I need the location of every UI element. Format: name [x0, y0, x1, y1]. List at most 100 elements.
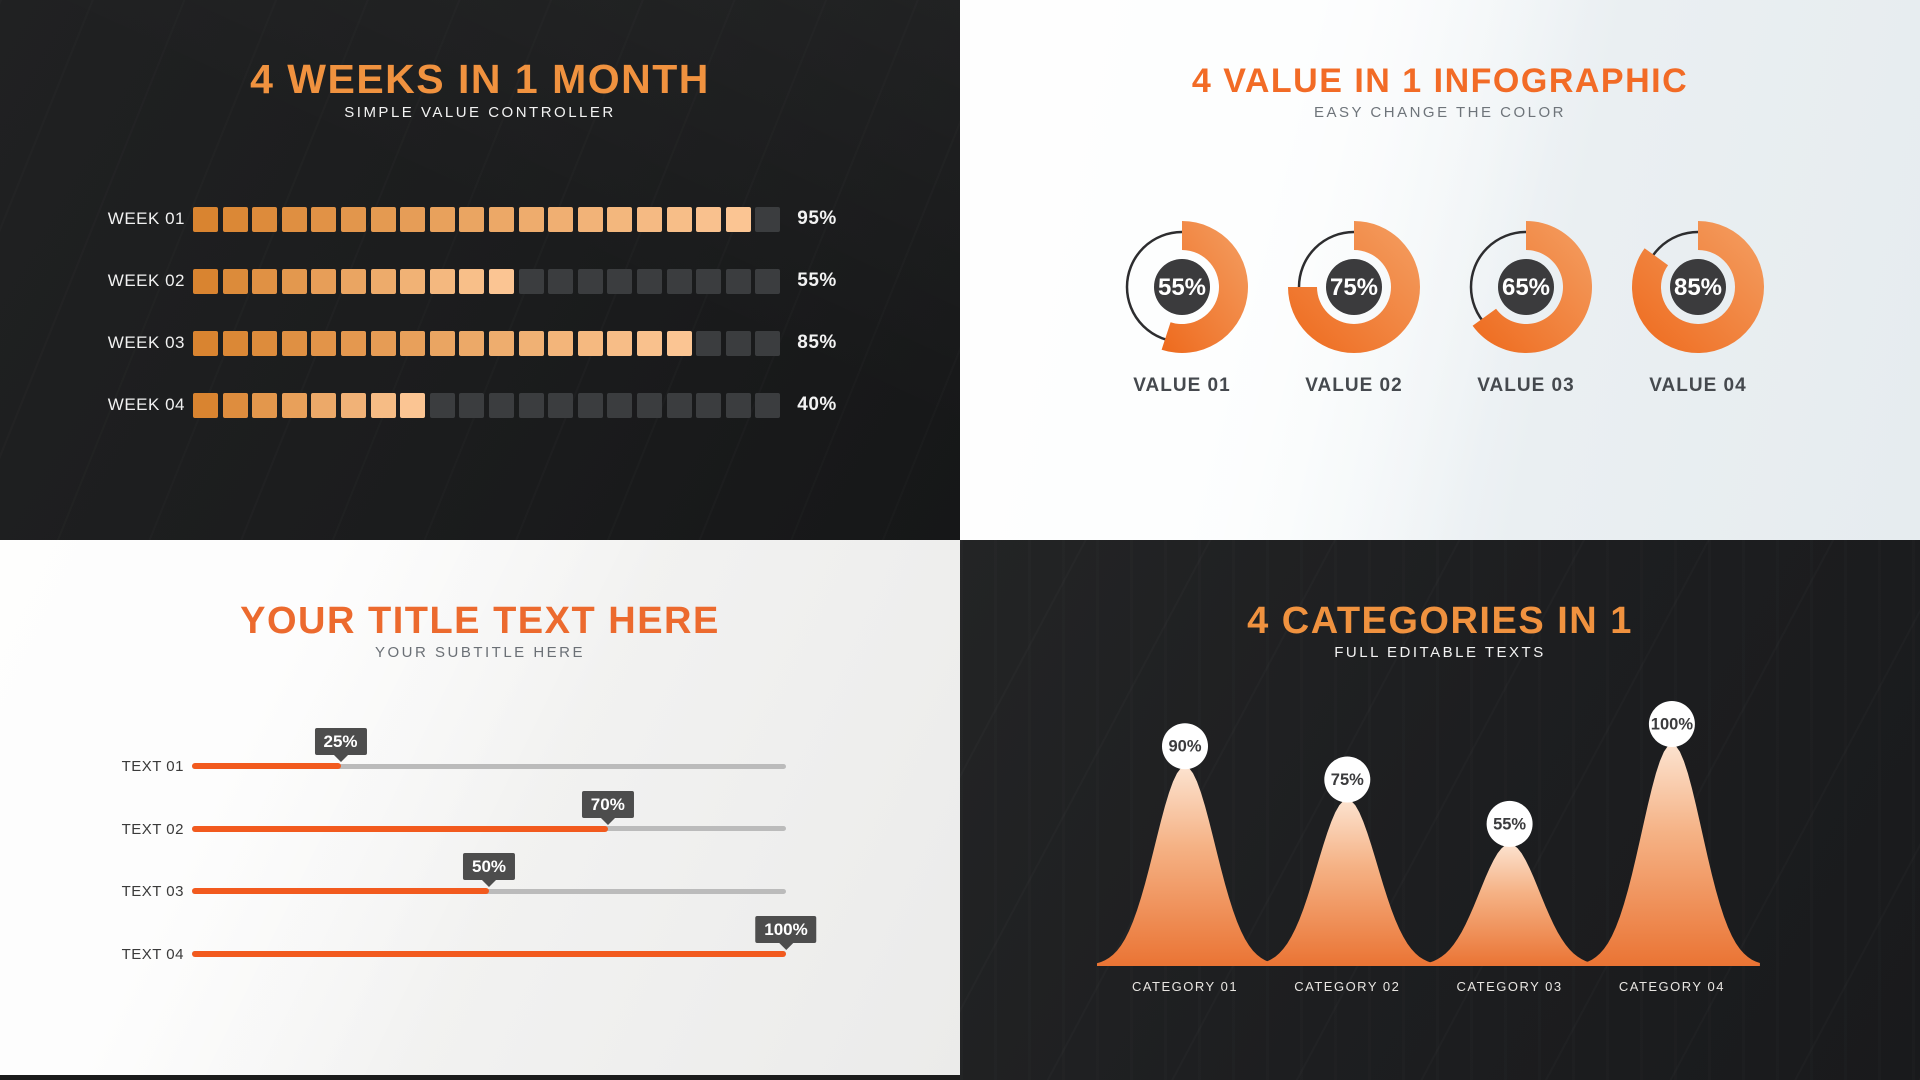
segment-filled	[429, 206, 455, 232]
category-value-badge	[1648, 701, 1695, 747]
week-row-value: 85%	[797, 332, 837, 353]
weeks-chart: WEEK 01 95% WEEK 02 55% WEEK 03 85% WEEK 04 40%	[0, 205, 960, 419]
segment-filled	[281, 206, 307, 232]
segment-filled	[370, 206, 396, 232]
segment-filled	[459, 268, 485, 294]
slider-track	[192, 763, 786, 769]
segment-filled	[400, 392, 426, 418]
segment-filled	[429, 330, 455, 356]
gauge-arc	[1632, 221, 1764, 353]
week-row: WEEK 01 95%	[0, 205, 960, 233]
segment-filled	[548, 206, 574, 232]
donut-gauge-svg: 55%	[1125, 221, 1248, 353]
categories-panel: 4 CATEGORIES IN 1 FULL EDITABLE TEXTS 90…	[960, 540, 1920, 1080]
segment-empty	[518, 268, 544, 294]
segment-filled	[311, 392, 337, 418]
weeks-subtitle: SIMPLE VALUE CONTROLLER	[344, 104, 616, 121]
segment-empty	[636, 268, 662, 294]
segment-filled	[518, 330, 544, 356]
slider-value-tooltip: 50%	[462, 853, 516, 880]
segment-empty	[725, 268, 751, 294]
slider-fill	[192, 763, 341, 769]
segment-empty	[459, 392, 485, 418]
segment-filled	[370, 330, 396, 356]
category-value-badge	[1486, 800, 1533, 847]
category-value: 100%	[1651, 716, 1694, 734]
values-panel: 4 VALUE IN 1 INFOGRAPHIC EASY CHANGE THE…	[960, 0, 1920, 540]
gauge-arc	[1161, 221, 1248, 353]
week-segment-bar	[193, 330, 781, 356]
segment-filled	[370, 268, 396, 294]
segment-empty	[607, 268, 633, 294]
segment-empty	[607, 392, 633, 418]
category-value-badge	[1324, 756, 1371, 803]
weeks-title: 4 WEEKS IN 1 MONTH	[250, 56, 710, 102]
value-label: VALUE 03	[1477, 375, 1575, 396]
categories-title: 4 CATEGORIES IN 1	[1247, 600, 1633, 642]
segment-filled	[281, 268, 307, 294]
value-gauge: 75% VALUE 02	[1279, 212, 1429, 397]
segment-filled	[222, 206, 248, 232]
gauge-center-disc	[1498, 259, 1554, 315]
slider-row: TEXT 01 25%	[0, 708, 960, 775]
segment-filled	[459, 330, 485, 356]
slider-row-label: TEXT 04	[121, 945, 184, 963]
segment-filled	[488, 330, 514, 356]
segment-filled	[607, 206, 633, 232]
segment-empty	[548, 392, 574, 418]
category-value: 55%	[1493, 815, 1526, 833]
segment-empty	[755, 268, 781, 294]
categories-subtitle: FULL EDITABLE TEXTS	[1334, 644, 1546, 661]
segment-filled	[577, 206, 603, 232]
segment-empty	[548, 268, 574, 294]
value-label: VALUE 01	[1133, 375, 1231, 396]
segment-filled	[459, 206, 485, 232]
slider-fill	[192, 888, 489, 894]
segment-filled	[281, 330, 307, 356]
segment-filled	[252, 330, 278, 356]
segment-filled	[696, 206, 722, 232]
value-gauge: 85% VALUE 04	[1623, 212, 1773, 397]
segment-filled	[429, 268, 455, 294]
segment-empty	[666, 392, 692, 418]
week-row-value: 40%	[797, 394, 837, 415]
values-subtitle: EASY CHANGE THE COLOR	[1314, 104, 1566, 121]
gauge-center-disc	[1670, 259, 1726, 315]
category-value: 90%	[1168, 738, 1201, 756]
segment-filled	[340, 206, 366, 232]
gauge-center-disc	[1154, 259, 1210, 315]
gauge-value: 55%	[1158, 274, 1206, 301]
category-label: CATEGORY 04	[1619, 979, 1725, 994]
gauge-center-disc	[1326, 259, 1382, 315]
category-peak	[1583, 744, 1760, 966]
week-segment-bar	[193, 392, 781, 418]
week-segment-bar	[193, 206, 781, 232]
segment-filled	[370, 392, 396, 418]
segment-filled	[193, 206, 218, 232]
value-gauge: 55% VALUE 01	[1107, 212, 1257, 397]
donut-gauge-svg: 85%	[1632, 221, 1764, 353]
segment-filled	[340, 330, 366, 356]
week-row-value: 55%	[797, 270, 837, 291]
segment-filled	[311, 268, 337, 294]
category-value: 75%	[1331, 771, 1364, 789]
segment-empty	[725, 392, 751, 418]
segment-filled	[577, 330, 603, 356]
weeks-panel: 4 WEEKS IN 1 MONTH SIMPLE VALUE CONTROLL…	[0, 0, 960, 540]
sliders-chart: TEXT 01 25% TEXT 02 70% TEXT 03 50% TEXT 04 100…	[0, 708, 960, 963]
sliders-title: YOUR TITLE TEXT HERE	[240, 600, 720, 642]
sliders-subtitle: YOUR SUBTITLE HERE	[374, 644, 586, 661]
week-row-label: WEEK 02	[107, 271, 185, 290]
gauge-value: 75%	[1330, 274, 1378, 301]
gauge-arc	[1288, 221, 1420, 353]
week-row-label: WEEK 04	[107, 395, 185, 414]
week-row: WEEK 04 40%	[0, 391, 960, 419]
segment-filled	[252, 392, 278, 418]
segment-filled	[400, 330, 426, 356]
segment-empty	[755, 206, 781, 232]
segment-filled	[222, 330, 248, 356]
segment-empty	[696, 392, 722, 418]
gauge-arc	[1472, 221, 1592, 353]
week-row-label: WEEK 01	[107, 209, 185, 228]
segment-filled	[636, 330, 662, 356]
